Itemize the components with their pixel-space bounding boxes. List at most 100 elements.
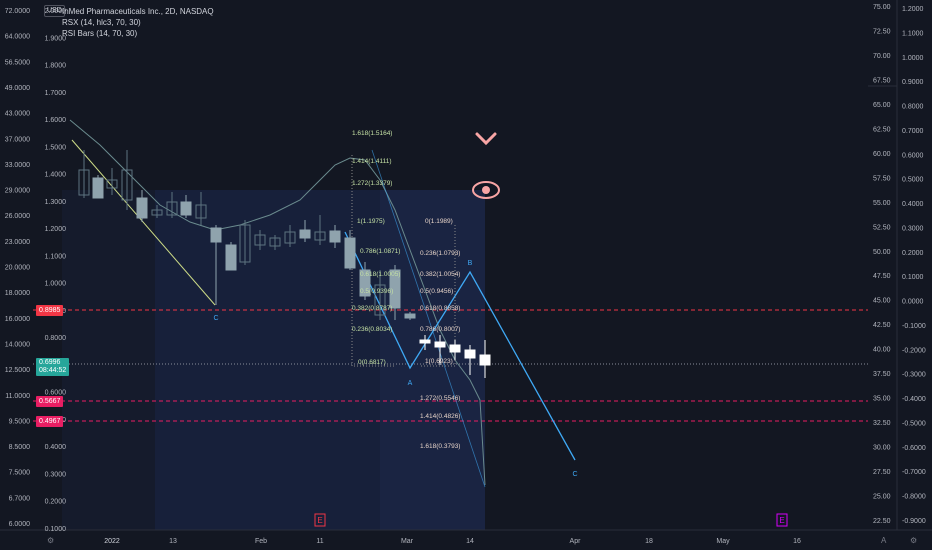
fib-level-label: 0.5(0.9456): [420, 288, 453, 295]
fib-levels-1[interactable]: 1.618(1.5164) 1.414(1.4111) 1.272(1.3379) 1…: [352, 130, 400, 366]
right-axis-rsx-tick: 25.00: [873, 494, 891, 501]
inner-axis-tick: 1.7000: [45, 90, 67, 97]
fib-level-label: 0.382(1.0054): [420, 271, 460, 278]
right-axis-rsi-tick: -0.3000: [902, 372, 926, 379]
fib-level-label: 0.236(0.8034): [352, 326, 392, 333]
inner-axis-tick: 1.1000: [45, 253, 67, 260]
right-axis-rsx-tick: 37.50: [873, 371, 891, 378]
indicator-rsx-label[interactable]: RSX (14, hlc3, 70, 30): [62, 18, 141, 27]
candle-body: [78, 169, 90, 196]
left-axis-panel[interactable]: [0, 0, 33, 550]
right-axis-rsi-tick: -0.5000: [902, 420, 926, 427]
settings-icon[interactable]: ⚙: [47, 536, 54, 545]
right-axis-rsx-tick: 27.50: [873, 469, 891, 476]
right-axis-rsx-tick: 47.50: [873, 273, 891, 280]
indicator-rsi-label[interactable]: RSI Bars (14, 70, 30): [62, 29, 138, 38]
inner-axis-tick: 0.8000: [45, 335, 67, 342]
left-axis-tick: 6.7000: [9, 495, 31, 502]
earnings-marker-1[interactable]: E: [314, 513, 326, 527]
right-axis-rsx-tick: 55.00: [873, 200, 891, 207]
elliott-wave-path[interactable]: [344, 231, 576, 461]
right-axis-rsi-tick: 1.0000: [902, 55, 924, 62]
left-axis-tick: 11.0000: [5, 393, 30, 400]
time-axis-tick: May: [716, 538, 730, 545]
candle-body: [239, 224, 251, 263]
right-axis-rsx-tick: 40.00: [873, 347, 891, 354]
fib-level-label: 1.618(1.5164): [352, 130, 392, 137]
event-label: E: [779, 516, 784, 525]
fib-level-label: 0(1.1989): [425, 218, 453, 225]
time-axis-tick: 14: [466, 538, 474, 545]
eye-icon[interactable]: [472, 181, 500, 199]
left-axis-tick: 37.0000: [5, 136, 30, 143]
right-axis-rsi-tick: -0.9000: [902, 518, 926, 525]
inner-axis-tick: 0.3000: [45, 471, 67, 478]
fib-box-2: [420, 225, 456, 367]
settings-icon[interactable]: ⚙: [910, 536, 917, 545]
price-tag-support-1: 0.5667: [36, 396, 64, 407]
fib-level-label: 0(0.6817): [358, 359, 386, 366]
right-axis-rsi-tick: -0.7000: [902, 469, 926, 476]
candle-body: [225, 244, 237, 271]
inner-axis-tick: 1.6000: [45, 117, 67, 124]
candlestick-series[interactable]: [78, 150, 491, 378]
right-axis-rsi-tick: -0.1000: [902, 323, 926, 330]
candle-body: [374, 284, 386, 316]
right-axis-rsx-tick: 60.00: [873, 151, 891, 158]
right-axis-panel[interactable]: [868, 0, 932, 550]
candle-body: [269, 237, 281, 247]
price-tag-support-2: 0.4967: [36, 416, 64, 427]
left-axis-tick: 29.0000: [5, 188, 30, 195]
fib-level-label: 1.618(0.3793): [420, 443, 460, 450]
right-axis-rsx-tick: 72.50: [873, 28, 891, 35]
fib-box-1: [351, 155, 395, 367]
fib-level-label: 0.382(0.8787): [352, 305, 392, 312]
fib-level-label: 1(1.1975): [357, 218, 385, 225]
right-axis-rsx-tick: 65.00: [873, 102, 891, 109]
symbol-title[interactable]: InMed Pharmaceuticals Inc., 2D, NASDAQ: [62, 7, 214, 16]
inner-axis-tick: 0.6000: [45, 390, 67, 397]
candle-body: [344, 237, 356, 269]
candle-body: [479, 354, 491, 366]
fib-level-label: 1.272(1.3379): [352, 180, 392, 187]
left-axis-tick: 7.5000: [9, 470, 31, 477]
right-axis-rsx-tick: 70.00: [873, 53, 891, 60]
wave-label-c-target: C: [572, 471, 577, 478]
fib-level-label: 0.5(0.9396): [360, 288, 393, 295]
wave-label-b: B: [468, 260, 473, 267]
right-axis-rsi-tick: 0.9000: [902, 79, 924, 86]
left-axis-tick: 26.0000: [5, 213, 30, 220]
inner-axis-tick: 1.3000: [45, 199, 67, 206]
right-axis-rsi-tick: 0.6000: [902, 152, 924, 159]
trend-line[interactable]: [71, 139, 216, 306]
auto-scale-icon[interactable]: A: [881, 536, 887, 545]
candle-body: [389, 269, 401, 309]
right-axis-rsx-tick: 22.50: [873, 518, 891, 525]
currency-badge[interactable]: USD: [44, 5, 65, 17]
candle-body: [464, 349, 476, 359]
fib-levels-2[interactable]: 0(1.1989) 0.236(1.0793) 0.382(1.0054) 0.5(0…: [420, 218, 460, 450]
inner-axis-tick: 1.5000: [45, 144, 67, 151]
candle-body: [151, 209, 163, 216]
fib-level-label: 0.618(0.8858): [420, 305, 460, 312]
left-axis-tick: 20.0000: [5, 265, 30, 272]
right-axis-rsx-tick: 57.50: [873, 175, 891, 182]
candle-body: [254, 234, 266, 246]
fib-level-label: 1.414(1.4111): [352, 158, 392, 165]
earnings-marker-2[interactable]: E: [776, 513, 788, 527]
fib-level-label: 1(0.6923): [425, 358, 453, 365]
right-axis-rsx-tick: 32.50: [873, 420, 891, 427]
session-band: [380, 190, 485, 530]
projection-line: [371, 149, 486, 488]
fib-level-label: 1.272(0.5546): [420, 395, 460, 402]
time-axis: 2022 13 Feb 11 Mar 14 Apr 18 May 16: [104, 538, 801, 545]
right-axis-rsi-tick: -0.6000: [902, 445, 926, 452]
chevron-down-icon[interactable]: [475, 132, 497, 146]
candle-body: [314, 231, 326, 241]
right-axis-rsi-tick: 0.2000: [902, 250, 924, 257]
left-axis-tick: 12.5000: [5, 367, 30, 374]
right-axis-rsi-tick: 0.3000: [902, 225, 924, 232]
rsx-indicator-line[interactable]: [69, 119, 486, 486]
left-price-axis: 72.0000 64.0000 56.5000 49.0000 43.0000 37.00…: [5, 8, 30, 528]
